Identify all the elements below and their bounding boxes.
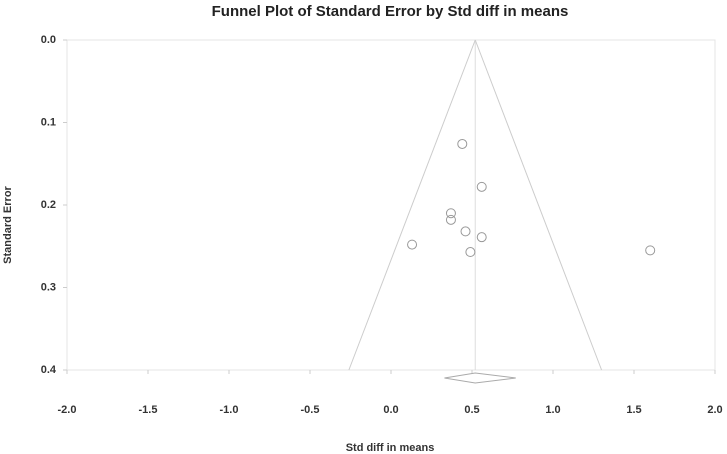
x-tick-label: 1.5 <box>626 404 641 416</box>
study-point <box>476 232 487 243</box>
x-tick-label: 2.0 <box>707 404 722 416</box>
chart-title: Funnel Plot of Standard Error by Std dif… <box>212 3 569 20</box>
y-tick-label: 0.1 <box>41 116 56 128</box>
study-point <box>445 214 456 225</box>
y-tick-label: 0.0 <box>41 34 56 46</box>
x-tick-label: -1.5 <box>139 404 158 416</box>
y-tick-label: 0.2 <box>41 199 56 211</box>
summary-diamond <box>444 372 516 384</box>
plot-frame <box>66 39 716 371</box>
funnel-upper <box>474 39 603 371</box>
study-point <box>465 247 476 258</box>
x-tick-label: 1.0 <box>545 404 560 416</box>
study-point <box>407 239 418 250</box>
x-tick-label: 0.0 <box>383 404 398 416</box>
x-tick-label: -0.5 <box>301 404 320 416</box>
x-axis-label: Std diff in means <box>346 442 435 454</box>
x-tick-label: -1.0 <box>220 404 239 416</box>
study-point <box>457 138 468 149</box>
y-tick-label: 0.4 <box>41 364 57 376</box>
y-tick-label: 0.3 <box>41 281 56 293</box>
x-tick-label: -2.0 <box>58 404 77 416</box>
study-point <box>476 181 487 192</box>
funnel-lower <box>348 39 476 371</box>
study-point <box>445 208 456 219</box>
x-tick-label: 0.5 <box>464 404 479 416</box>
study-point <box>460 226 471 237</box>
y-axis-label: Standard Error <box>2 185 14 263</box>
study-point <box>645 245 656 256</box>
